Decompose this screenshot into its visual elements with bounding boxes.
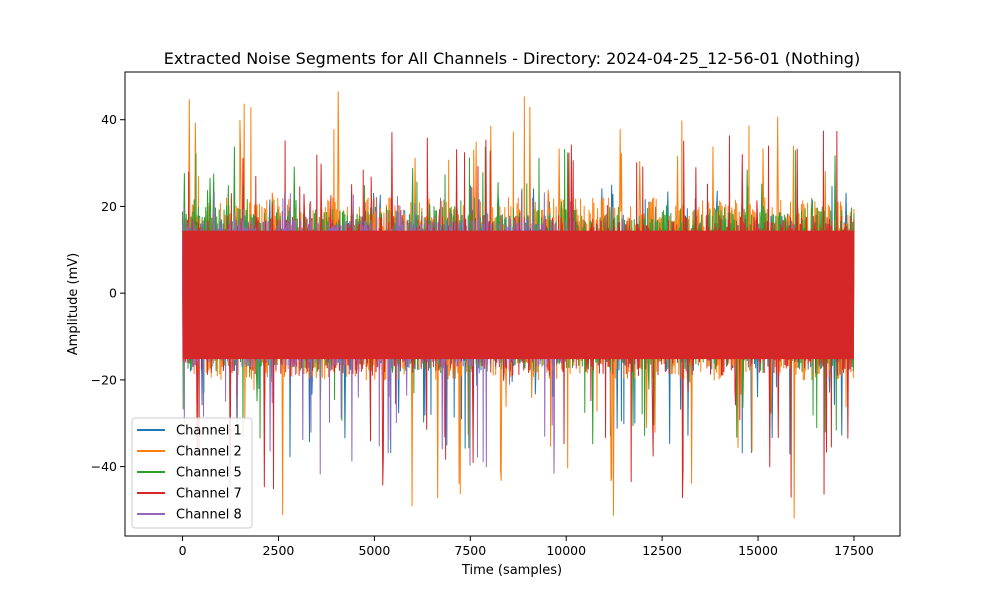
plot-frame: [124, 71, 901, 537]
y-tick-label: 40: [101, 112, 117, 127]
legend-box: [131, 417, 253, 529]
x-tick-label: 17500: [834, 543, 874, 558]
x-axis-label: Time (samples): [461, 563, 562, 578]
y-tick-label: 20: [101, 199, 117, 214]
chart-title: Extracted Noise Segments for All Channel…: [164, 49, 860, 69]
y-axis: −40 −20 0 20 40: [91, 112, 125, 474]
y-axis-label: Amplitude (mV): [66, 253, 81, 355]
legend-label: Channel 8: [176, 508, 242, 523]
y-tick-label: −20: [91, 372, 117, 387]
x-tick-label: 5000: [358, 543, 390, 558]
series-layer: [182, 91, 855, 519]
y-tick-label: −40: [91, 459, 117, 474]
x-tick-label: 7500: [454, 543, 486, 558]
x-tick-label: 2500: [263, 543, 295, 558]
y-tick-label: 0: [109, 286, 117, 301]
plot-area: [124, 71, 901, 537]
legend-label: Channel 7: [176, 487, 242, 502]
legend: Channel 1 Channel 2 Channel 5 Channel 7 Chan…: [131, 417, 253, 529]
legend-label: Channel 1: [176, 424, 242, 439]
x-tick-label: 12500: [642, 543, 682, 558]
series-band-channel-7: [182, 230, 854, 360]
x-tick-label: 15000: [738, 543, 778, 558]
legend-label: Channel 2: [176, 445, 242, 460]
x-axis: 0 2500 5000 7500 10000 12500 15000 17500: [179, 536, 874, 558]
x-tick-label: 0: [179, 543, 187, 558]
x-tick-label: 10000: [546, 543, 586, 558]
legend-label: Channel 5: [176, 466, 242, 481]
